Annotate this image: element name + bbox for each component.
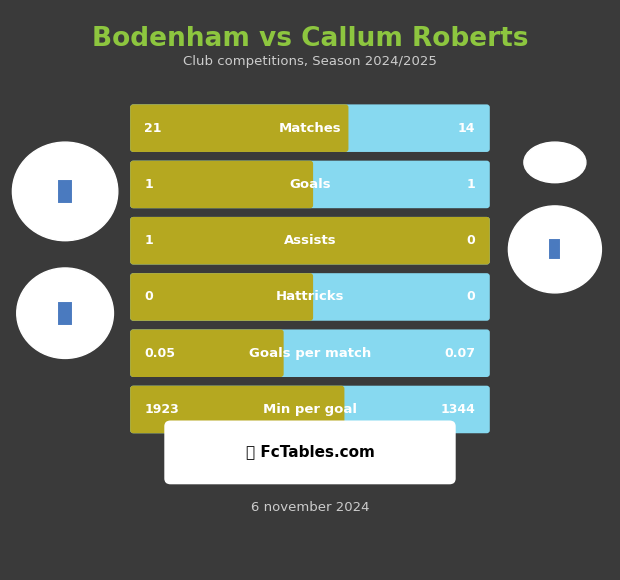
Text: 1: 1 — [144, 234, 153, 247]
Text: 0.07: 0.07 — [445, 347, 476, 360]
Ellipse shape — [524, 142, 586, 183]
FancyBboxPatch shape — [130, 217, 490, 264]
Text: Goals per match: Goals per match — [249, 347, 371, 360]
FancyBboxPatch shape — [130, 273, 313, 321]
Text: 14: 14 — [458, 122, 476, 135]
Text: 1: 1 — [467, 178, 476, 191]
Text: Hattricks: Hattricks — [276, 291, 344, 303]
Text: ?: ? — [60, 304, 70, 322]
Text: ?: ? — [60, 182, 70, 201]
Text: 21: 21 — [144, 122, 162, 135]
FancyBboxPatch shape — [130, 329, 490, 377]
Text: 0: 0 — [467, 291, 476, 303]
FancyBboxPatch shape — [130, 104, 490, 152]
Circle shape — [508, 206, 601, 293]
FancyBboxPatch shape — [130, 386, 345, 433]
FancyBboxPatch shape — [130, 104, 348, 152]
Text: Assists: Assists — [284, 234, 336, 247]
Text: Bodenham vs Callum Roberts: Bodenham vs Callum Roberts — [92, 26, 528, 52]
Text: 0: 0 — [144, 291, 153, 303]
Text: 1923: 1923 — [144, 403, 179, 416]
FancyBboxPatch shape — [130, 161, 490, 208]
Text: 1: 1 — [144, 178, 153, 191]
FancyBboxPatch shape — [130, 273, 490, 321]
FancyBboxPatch shape — [130, 217, 490, 264]
Text: 📈 FcTables.com: 📈 FcTables.com — [246, 444, 374, 459]
Text: 6 november 2024: 6 november 2024 — [250, 501, 370, 514]
Text: Matches: Matches — [278, 122, 342, 135]
FancyBboxPatch shape — [130, 386, 490, 433]
FancyBboxPatch shape — [130, 161, 313, 208]
Circle shape — [12, 142, 118, 241]
Text: ?: ? — [551, 240, 559, 259]
Text: Min per goal: Min per goal — [263, 403, 357, 416]
Text: Club competitions, Season 2024/2025: Club competitions, Season 2024/2025 — [183, 55, 437, 68]
Text: Goals: Goals — [289, 178, 331, 191]
Circle shape — [17, 268, 113, 358]
Text: 0.05: 0.05 — [144, 347, 175, 360]
FancyBboxPatch shape — [164, 420, 456, 484]
Text: 1344: 1344 — [441, 403, 476, 416]
FancyBboxPatch shape — [130, 329, 284, 377]
Text: 0: 0 — [467, 234, 476, 247]
